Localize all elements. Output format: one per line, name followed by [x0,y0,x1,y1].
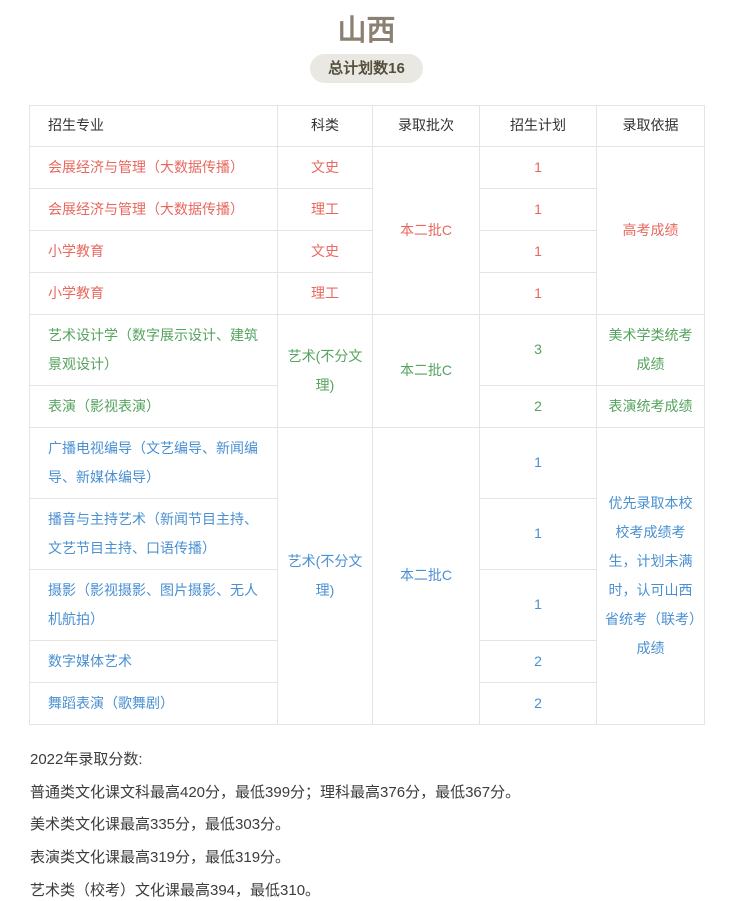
major-cell: 舞蹈表演（歌舞剧） [29,681,278,725]
plan-cell: 2 [479,384,597,428]
subject-cell: 文史 [277,145,373,189]
table-row: 广播电视编导（文艺编导、新闻编导、新媒体编导） 艺术(不分文理) 本二批C 1 … [29,426,705,725]
major-cell: 播音与主持艺术（新闻节目主持、文艺节目主持、口语传播） [29,497,278,570]
major-cell: 小学教育 [29,229,278,273]
plan-cell: 1 [479,426,597,499]
plan-cell: 1 [479,187,597,231]
major-cell: 广播电视编导（文艺编导、新闻编导、新媒体编导） [29,426,278,499]
table-row: 会展经济与管理（大数据传播） 文史 本二批C 1 高考成绩 [29,145,705,315]
header-basis: 录取依据 [596,104,705,147]
basis-cell: 优先录取本校校考成绩考生，计划未满时，认可山西省统考（联考）成绩 [596,426,705,725]
footer-title: 2022年录取分数: [30,750,143,768]
major-cell: 表演（影视表演） [29,384,278,428]
header-batch: 录取批次 [372,104,480,147]
footer-line: 表演类文化课最高319分，最低319分。 [30,849,291,867]
page-title: 山西 [337,15,396,47]
plan-cell: 1 [479,497,597,570]
basis-cell: 高考成绩 [596,145,705,315]
subject-cell: 理工 [277,271,373,315]
basis-cell: 美术学类统考成绩 [596,313,705,386]
footer-scores: 2022年录取分数: 普通类文化课文科最高420分，最低399分；理科最高376… [30,751,733,901]
plan-cell: 1 [479,271,597,315]
table-row: 播音与主持艺术（新闻节目主持、文艺节目主持、口语传播） 1 [29,497,705,570]
major-cell: 会展经济与管理（大数据传播） [29,145,278,189]
plan-cell: 2 [479,681,597,725]
plan-cell: 1 [479,145,597,189]
table-row: 表演（影视表演） 2 表演统考成绩 [29,384,705,428]
footer-line: 普通类文化课文科最高420分，最低399分；理科最高376分，最低367分。 [30,783,521,801]
header-plan: 招生计划 [479,104,597,147]
batch-cell: 本二批C [372,145,480,315]
basis-cell: 表演统考成绩 [596,384,705,428]
table-row: 摄影（影视摄影、图片摄影、无人机航拍） 1 [29,568,705,641]
batch-cell: 本二批C [372,426,480,725]
table-row: 会展经济与管理（大数据传播） 理工 1 [29,187,705,231]
plan-cell: 1 [479,229,597,273]
major-cell: 数字媒体艺术 [29,639,278,683]
subject-cell: 理工 [277,187,373,231]
plan-cell: 3 [479,313,597,386]
table-row: 艺术设计学（数字展示设计、建筑景观设计） 艺术(不分文理) 本二批C 3 美术学… [29,313,705,428]
total-badge-wrap: 总计划数16 [0,53,733,83]
total-plan-badge: 总计划数16 [310,53,423,83]
batch-cell: 本二批C [372,313,480,428]
subject-cell: 艺术(不分文理) [277,313,373,428]
footer-line: 艺术类（校考）文化课最高394，最低310。 [30,881,321,899]
table-row: 舞蹈表演（歌舞剧） 2 [29,681,705,725]
subject-cell: 艺术(不分文理) [277,426,373,725]
table-row: 数字媒体艺术 2 [29,639,705,683]
table-row: 小学教育 理工 1 [29,271,705,315]
table-header-row: 招生专业 科类 录取批次 招生计划 录取依据 [29,104,705,147]
major-cell: 艺术设计学（数字展示设计、建筑景观设计） [29,313,278,386]
subject-cell: 文史 [277,229,373,273]
admission-table: 招生专业 科类 录取批次 招生计划 录取依据 会展经济与管理（大数据传播） 文史… [29,104,705,725]
plan-cell: 2 [479,639,597,683]
plan-cell: 1 [479,568,597,641]
header-subject: 科类 [277,104,373,147]
major-cell: 会展经济与管理（大数据传播） [29,187,278,231]
major-cell: 摄影（影视摄影、图片摄影、无人机航拍） [29,568,278,641]
footer-line: 美术类文化课最高335分，最低303分。 [30,816,291,834]
header-major: 招生专业 [29,104,278,147]
major-cell: 小学教育 [29,271,278,315]
